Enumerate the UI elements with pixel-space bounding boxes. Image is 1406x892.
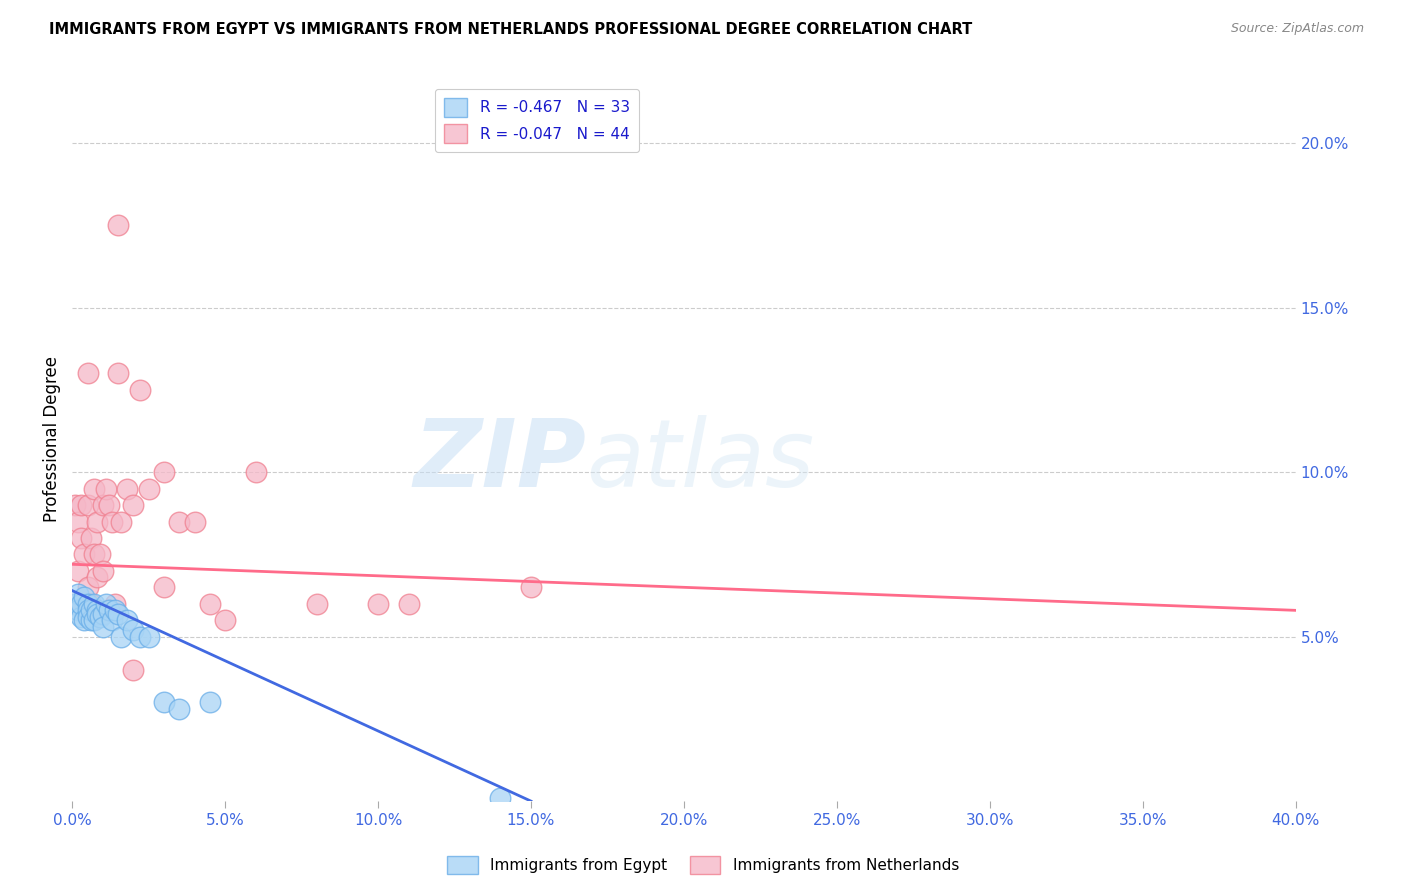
Point <box>128 383 150 397</box>
Point <box>79 613 101 627</box>
Point <box>183 515 205 529</box>
Point <box>489 790 512 805</box>
Point <box>104 597 127 611</box>
Point <box>86 603 108 617</box>
Text: Source: ZipAtlas.com: Source: ZipAtlas.com <box>1230 22 1364 36</box>
Point <box>104 603 127 617</box>
Point <box>305 597 328 611</box>
Point <box>76 610 98 624</box>
Point <box>138 630 160 644</box>
Point <box>128 630 150 644</box>
Point <box>169 515 191 529</box>
Point <box>91 564 114 578</box>
Point <box>76 597 98 611</box>
Legend: Immigrants from Egypt, Immigrants from Netherlands: Immigrants from Egypt, Immigrants from N… <box>441 850 965 880</box>
Point <box>398 597 420 611</box>
Point <box>101 613 124 627</box>
Point <box>76 367 98 381</box>
Point <box>83 597 105 611</box>
Point <box>76 603 98 617</box>
Point <box>107 607 129 621</box>
Point <box>91 607 114 621</box>
Text: atlas: atlas <box>586 416 814 507</box>
Point <box>73 613 96 627</box>
Point <box>65 597 87 611</box>
Legend: R = -0.467   N = 33, R = -0.047   N = 44: R = -0.467 N = 33, R = -0.047 N = 44 <box>436 88 638 152</box>
Point <box>86 515 108 529</box>
Point <box>70 597 93 611</box>
Point <box>67 587 90 601</box>
Point <box>76 498 98 512</box>
Point <box>214 613 236 627</box>
Point <box>86 570 108 584</box>
Text: ZIP: ZIP <box>413 415 586 507</box>
Point <box>89 610 111 624</box>
Point <box>65 498 87 512</box>
Point <box>73 590 96 604</box>
Point <box>70 610 93 624</box>
Point <box>107 367 129 381</box>
Text: IMMIGRANTS FROM EGYPT VS IMMIGRANTS FROM NETHERLANDS PROFESSIONAL DEGREE CORRELA: IMMIGRANTS FROM EGYPT VS IMMIGRANTS FROM… <box>49 22 973 37</box>
Point <box>67 603 90 617</box>
Point <box>520 580 543 594</box>
Point <box>245 465 267 479</box>
Point <box>91 498 114 512</box>
Point <box>122 663 145 677</box>
Point <box>138 482 160 496</box>
Point <box>94 597 117 611</box>
Point <box>110 515 132 529</box>
Point <box>122 623 145 637</box>
Point <box>67 564 90 578</box>
Point <box>70 597 93 611</box>
Point <box>86 607 108 621</box>
Point <box>79 531 101 545</box>
Point <box>97 603 120 617</box>
Y-axis label: Professional Degree: Professional Degree <box>44 356 60 523</box>
Point <box>65 597 87 611</box>
Point <box>169 702 191 716</box>
Point <box>153 695 176 709</box>
Point <box>79 597 101 611</box>
Point <box>107 219 129 233</box>
Point <box>70 498 93 512</box>
Point <box>153 465 176 479</box>
Point <box>94 482 117 496</box>
Point <box>198 695 221 709</box>
Point <box>367 597 389 611</box>
Point <box>70 531 93 545</box>
Point <box>97 498 120 512</box>
Point <box>122 498 145 512</box>
Point <box>117 482 139 496</box>
Point <box>153 580 176 594</box>
Point <box>83 613 105 627</box>
Point <box>76 580 98 594</box>
Point <box>73 548 96 562</box>
Point <box>83 482 105 496</box>
Point <box>101 515 124 529</box>
Point <box>79 603 101 617</box>
Point <box>91 620 114 634</box>
Point <box>67 515 90 529</box>
Point <box>73 603 96 617</box>
Point <box>110 630 132 644</box>
Point <box>89 548 111 562</box>
Point <box>117 613 139 627</box>
Point <box>198 597 221 611</box>
Point <box>83 548 105 562</box>
